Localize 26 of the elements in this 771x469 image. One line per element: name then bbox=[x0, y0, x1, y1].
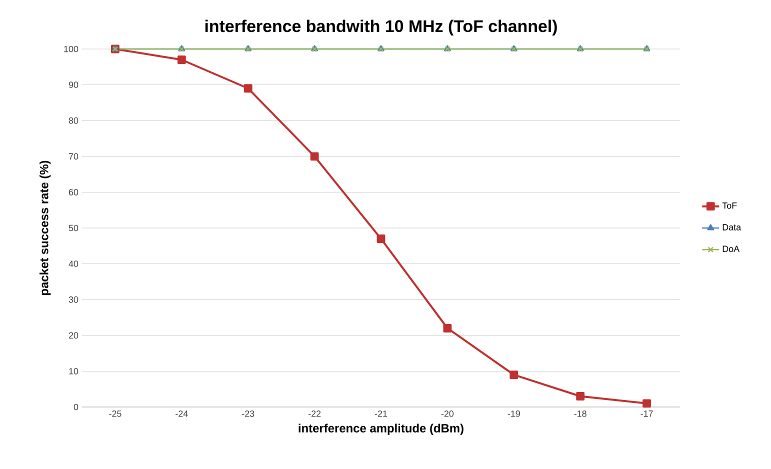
legend-label: Data bbox=[722, 224, 742, 230]
y-tick-label: 30 bbox=[68, 296, 78, 303]
y-tick-label: 60 bbox=[68, 189, 78, 196]
y-tick-label: 10 bbox=[69, 368, 78, 374]
x-tick-label: -25 bbox=[109, 410, 122, 417]
y-tick-label: 0 bbox=[74, 404, 78, 410]
x-tick-label: -24 bbox=[176, 410, 188, 417]
legend-label: ToF bbox=[722, 202, 737, 209]
y-tick-label: 50 bbox=[68, 224, 78, 232]
x-tick-label: -18 bbox=[574, 410, 586, 417]
y-tick-label: 40 bbox=[68, 260, 78, 267]
x-tick-label: -20 bbox=[441, 410, 454, 417]
x-tick-label: -21 bbox=[374, 410, 388, 417]
y-tick-label: 90 bbox=[68, 82, 78, 88]
x-tick-label: -17 bbox=[640, 410, 653, 417]
x-tick-label: -22 bbox=[308, 410, 321, 417]
x-axis-title: interference amplitude (dBm) bbox=[298, 424, 464, 435]
legend-label: DoA bbox=[722, 246, 740, 252]
y-tick-label: 100 bbox=[64, 46, 78, 52]
x-tick-label: -23 bbox=[242, 410, 254, 417]
y-tick-label: 80 bbox=[68, 117, 78, 124]
chart-title: interference bandwith 10 MHz (ToF channel) bbox=[205, 20, 557, 36]
y-axis-title: packet success rate (%) bbox=[40, 160, 51, 295]
y-tick-label: 70 bbox=[68, 153, 78, 160]
y-tick-label: 20 bbox=[68, 332, 78, 339]
x-tick-label: -19 bbox=[508, 410, 520, 417]
